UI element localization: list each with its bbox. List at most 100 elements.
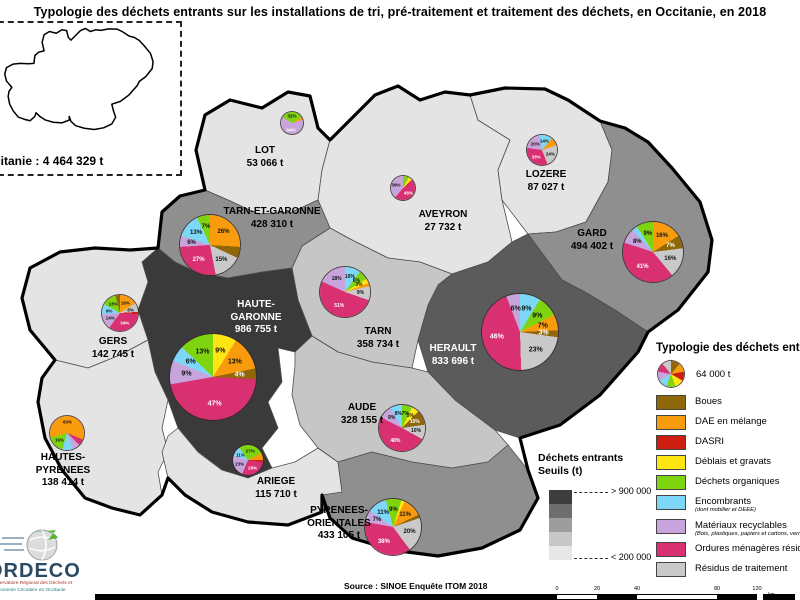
department-gard-slice-label-residus: 16% (664, 255, 677, 262)
pie-size-reference: 64 000 t (658, 361, 800, 387)
scale-seg-20-40 (597, 594, 637, 600)
department-aveyron-pie (391, 176, 415, 200)
scale-tick-40: 40 (633, 586, 641, 592)
department-gard-slice-label-recyclables: 8% (632, 239, 642, 246)
department-gers-slice-label-om: 34% (120, 320, 130, 326)
legend-item-om: Ordures ménagères résiduelles (656, 542, 800, 557)
department-pyrenees_orientales-slice-label-recyclables: 7% (372, 517, 382, 524)
department-label-lozere: LOZERE 87 027 t (525, 169, 567, 193)
ordeco-tagline-1: Observatoire Régional des Déchets et (0, 581, 73, 586)
department-pyrenees_orientales-pie (365, 499, 421, 555)
om-color-swatch (656, 542, 686, 557)
department-gard-pie (623, 222, 683, 282)
department-haute_garonne-slice-label-encombrants: 6% (185, 358, 196, 366)
threshold-min-label: < 200 000 (611, 552, 652, 562)
inset-mini-map (3, 27, 154, 131)
deblais-color-swatch (656, 455, 686, 470)
typology-legend: Typologie des déchets entrants 64 000 t … (656, 342, 800, 582)
department-tarn_et_garonne-slice-label-om: 27% (192, 256, 205, 263)
department-tarn_et_garonne-slice-label-residus: 15% (215, 256, 228, 263)
department-lozere-pie (527, 135, 557, 165)
legend-item-deblais: Déblais et gravats (656, 455, 800, 470)
scale-unit: km (768, 592, 775, 598)
threshold-shade-3 (549, 532, 572, 546)
department-herault-pie (482, 294, 558, 370)
department-ariege-slice-label-organiques: 27% (245, 448, 255, 454)
department-haute_garonne-slice-label-recyclables: 9% (181, 370, 192, 378)
department-label-aude: AUDE 328 155 t (340, 402, 384, 426)
department-aude-slice-label-boues: 10% (409, 418, 420, 425)
department-lozere-slice-label-encombrants: 14% (539, 138, 549, 144)
scale-seg-80-120 (717, 594, 757, 600)
department-lozere-slice-label-recyclables: 20% (530, 141, 540, 147)
department-hautes_pyrenees-slice-label-dae: 60% (63, 419, 73, 425)
thresholds-legend: Déchets entrants Seuils (t) > 900 000 < … (538, 452, 668, 562)
scale-tick-80: 80 (713, 586, 721, 592)
encombrants-color-swatch (656, 495, 686, 510)
legend-item-label: DASRI (695, 436, 725, 447)
legend-item-label: Déblais et gravats (695, 456, 772, 467)
department-ariege-slice-label-encombrants: 11% (236, 452, 245, 458)
department-tarn-slice-label-deblais: 3% (355, 282, 363, 289)
threshold-shade-2 (549, 518, 572, 532)
department-gers-slice-label-dae: 16% (120, 300, 130, 306)
scale-seg-0-20 (557, 594, 597, 600)
department-haute_garonne-slice-label-dae: 13% (227, 358, 242, 366)
department-aude-slice-label-encombrants: 8% (394, 411, 402, 418)
department-hautes_pyrenees-slice-label-organiques: 16% (55, 437, 65, 443)
inset-region-outline (3, 27, 154, 131)
department-tarn-slice-label-recyclables: 18% (331, 275, 342, 282)
department-aude-slice-label-deblais: 5% (406, 413, 414, 420)
reference-pie (658, 361, 684, 387)
department-label-gers: GERS 142 745 t (91, 336, 135, 360)
department-pyrenees_orientales-slice-label-om: 38% (377, 538, 390, 545)
thresholds-color-ramp (549, 490, 572, 560)
department-pyrenees_orientales-slice-label-organiques: 9% (389, 506, 398, 513)
department-label-haute_garonne: HAUTE- GARONNE 986 755 t (230, 299, 282, 335)
department-pyrenees_orientales-slice-label-dae: 11% (399, 511, 411, 518)
threshold-min-dash (574, 558, 608, 559)
legend-item-encombrants: Encombrants (dont mobilier et DEEE) (656, 495, 800, 514)
department-label-tarn: TARN 358 734 t (356, 326, 400, 350)
department-tarn_et_garonne-slice-label-organiques: 7% (201, 223, 211, 230)
department-haute_garonne-slice-label-deblais: 9% (215, 347, 226, 355)
department-label-pyrenees_orientales: PYRENEES- ORIENTALES 433 105 t (307, 505, 371, 541)
legend-item-label: Encombrants (dont mobilier et DEEE) (695, 496, 756, 513)
legend-item-recyclables: Matériaux recyclables (Bois, plastiques, … (656, 518, 800, 538)
department-tarn_et_garonne-slice-label-recyclables: 6% (187, 239, 196, 246)
department-tarn_et_garonne-slice-label-encombrants: 13% (190, 229, 203, 236)
department-herault-slice-label-residus: 23% (528, 346, 543, 354)
department-aveyron-slice-label-recyclables: 39% (391, 182, 401, 188)
inset-overview-box (0, 21, 182, 176)
dasri-color-swatch (656, 435, 686, 450)
threshold-shade-1 (549, 504, 572, 518)
department-tarn-slice-label-residus: 9% (356, 289, 365, 296)
pie-size-reference-label: 64 000 t (696, 368, 731, 380)
department-pyrenees_orientales-slice-label-encombrants: 11% (377, 509, 389, 516)
department-gers-slice-label-organiques: 13% (108, 301, 118, 307)
page-title: Typologie des déchets entrants sur les i… (33, 5, 767, 19)
department-haute_garonne-slice-label-organiques: 13% (195, 348, 210, 356)
department-tarn-pie (320, 267, 370, 317)
department-lot-slice-label-recyclables: 64% (286, 127, 296, 133)
department-aude-slice-label-organiques: 7% (401, 411, 409, 418)
department-label-herault: HERAULT 833 696 t (429, 343, 477, 367)
department-lot-slice-label-organiques: 32% (287, 113, 297, 119)
department-herault-slice-label-encombrants: 9% (521, 305, 532, 313)
department-tarn_et_garonne-slice-label-dae: 26% (217, 229, 230, 236)
department-label-gard: GARD 494 402 t (570, 228, 614, 252)
region-outline (20, 84, 714, 558)
department-haute_garonne-slice-label-om: 47% (207, 400, 222, 408)
department-ariege-slice-label-om: 29% (248, 465, 258, 471)
legend-item-label: Boues (695, 396, 722, 407)
department-herault-slice-label-dae: 7% (537, 322, 548, 330)
department-herault-slice-label-om: 46% (489, 333, 504, 341)
department-herault-slice-label-recyclables: 6% (510, 305, 521, 313)
ordeco-tagline-2: d'Économie Circulaire en Occitanie (0, 588, 66, 593)
department-herault-slice-label-boues: 3% (538, 329, 549, 337)
department-haute_garonne-slice-label-boues: 4% (234, 371, 245, 379)
department-gard-slice-label-boues: 7% (666, 242, 675, 249)
department-tarn-slice-label-organiques: 6% (352, 278, 360, 285)
department-lot-pie (281, 112, 303, 134)
legend-item-organiques: Déchets organiques (656, 475, 800, 490)
